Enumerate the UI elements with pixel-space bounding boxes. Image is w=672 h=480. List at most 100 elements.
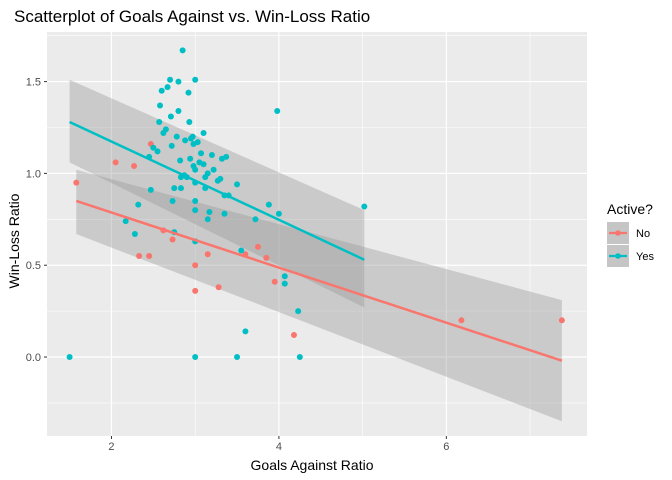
- data-point-yes: [210, 166, 217, 173]
- data-point-yes: [135, 201, 142, 208]
- legend: Active? No Yes: [607, 201, 654, 267]
- data-point-no: [558, 317, 565, 324]
- data-point-yes: [192, 354, 199, 361]
- data-point-yes: [192, 197, 199, 204]
- data-point-yes: [164, 84, 171, 91]
- data-point-yes: [173, 133, 180, 140]
- data-point-yes: [186, 118, 193, 125]
- data-point-yes: [185, 89, 192, 96]
- data-point-no: [215, 284, 222, 291]
- data-point-no: [204, 251, 211, 258]
- data-point-yes: [361, 203, 368, 210]
- data-point-yes: [198, 150, 205, 157]
- y-tick-label: 0.5: [26, 260, 41, 272]
- data-point-yes: [154, 148, 161, 155]
- data-point-yes: [177, 185, 184, 192]
- x-axis-ticks: 2 4 6: [108, 436, 449, 453]
- data-point-no: [458, 317, 465, 324]
- data-point-yes: [275, 210, 282, 217]
- data-point-no: [169, 236, 176, 243]
- data-point-no: [192, 287, 199, 294]
- data-point-yes: [167, 113, 174, 120]
- chart-title: Scatterplot of Goals Against vs. Win-Los…: [14, 7, 370, 26]
- data-point-yes: [175, 78, 182, 85]
- data-point-yes: [179, 47, 186, 54]
- data-point-yes: [296, 354, 303, 361]
- data-point-no: [131, 163, 138, 170]
- data-point-yes: [162, 126, 169, 133]
- data-point-yes: [156, 118, 163, 125]
- data-point-yes: [192, 166, 199, 173]
- data-point-yes: [192, 76, 199, 83]
- data-point-yes: [131, 231, 138, 237]
- y-tick-label: 0.0: [26, 352, 41, 364]
- data-point-no: [263, 254, 270, 261]
- data-point-yes: [147, 186, 154, 193]
- data-point-yes: [167, 76, 174, 83]
- data-points: [66, 47, 565, 361]
- data-point-yes: [182, 137, 189, 144]
- confidence-band-yes: [69, 79, 365, 308]
- x-tick-label: 2: [108, 441, 114, 453]
- data-point-yes: [175, 107, 182, 114]
- data-point-yes: [200, 130, 207, 136]
- data-point-yes: [295, 308, 302, 315]
- data-point-yes: [150, 144, 157, 151]
- data-point-yes: [252, 216, 259, 223]
- confidence-band-no: [76, 169, 562, 422]
- data-point-yes: [187, 155, 194, 162]
- data-point-yes: [208, 152, 215, 159]
- x-tick-label: 4: [276, 441, 282, 453]
- data-point-yes: [194, 139, 201, 146]
- data-point-yes: [204, 216, 211, 223]
- regression-lines: [69, 120, 563, 362]
- data-point-no: [112, 159, 119, 166]
- data-point-yes: [238, 247, 245, 254]
- y-tick-label: 1.0: [26, 168, 41, 180]
- legend-key-point-no: [615, 230, 621, 236]
- y-tick-label: 1.5: [26, 77, 41, 89]
- data-point-yes: [169, 197, 176, 204]
- data-point-yes: [265, 201, 272, 208]
- x-tick-label: 6: [443, 441, 449, 453]
- legend-label-no: No: [636, 228, 650, 240]
- regression-line-no: [75, 199, 563, 362]
- data-point-yes: [217, 175, 224, 182]
- data-point-yes: [274, 107, 281, 114]
- legend-title: Active?: [607, 201, 653, 217]
- legend-keys: No Yes: [607, 222, 654, 267]
- data-point-yes: [158, 87, 165, 94]
- confidence-bands: [69, 79, 562, 422]
- data-point-yes: [234, 354, 241, 361]
- major-gridlines: [47, 32, 587, 436]
- data-point-yes: [66, 354, 73, 361]
- data-point-yes: [192, 207, 199, 214]
- data-point-yes: [223, 153, 230, 160]
- data-point-yes: [168, 142, 175, 149]
- data-point-yes: [189, 133, 196, 140]
- y-axis-ticks: 0.0 0.5 1.0 1.5: [26, 77, 47, 364]
- data-point-yes: [171, 185, 178, 192]
- data-point-yes: [242, 328, 249, 335]
- data-point-yes: [122, 218, 129, 225]
- data-point-no: [136, 253, 143, 260]
- regression-line-yes: [69, 120, 365, 261]
- data-point-yes: [234, 181, 241, 188]
- data-point-no: [192, 262, 199, 269]
- data-point-yes: [206, 208, 213, 215]
- legend-key-point-yes: [615, 253, 621, 259]
- data-point-yes: [204, 170, 211, 177]
- minor-gridlines: [47, 32, 587, 436]
- legend-label-yes: Yes: [636, 251, 654, 263]
- data-point-yes: [281, 280, 288, 287]
- data-point-no: [254, 243, 261, 250]
- data-point-yes: [177, 157, 184, 164]
- data-point-yes: [157, 102, 164, 109]
- x-axis-title: Goals Against Ratio: [251, 457, 374, 473]
- data-point-no: [271, 278, 278, 285]
- data-point-no: [290, 332, 297, 338]
- data-point-yes: [221, 210, 228, 217]
- data-point-no: [146, 253, 153, 260]
- data-point-no: [73, 179, 80, 186]
